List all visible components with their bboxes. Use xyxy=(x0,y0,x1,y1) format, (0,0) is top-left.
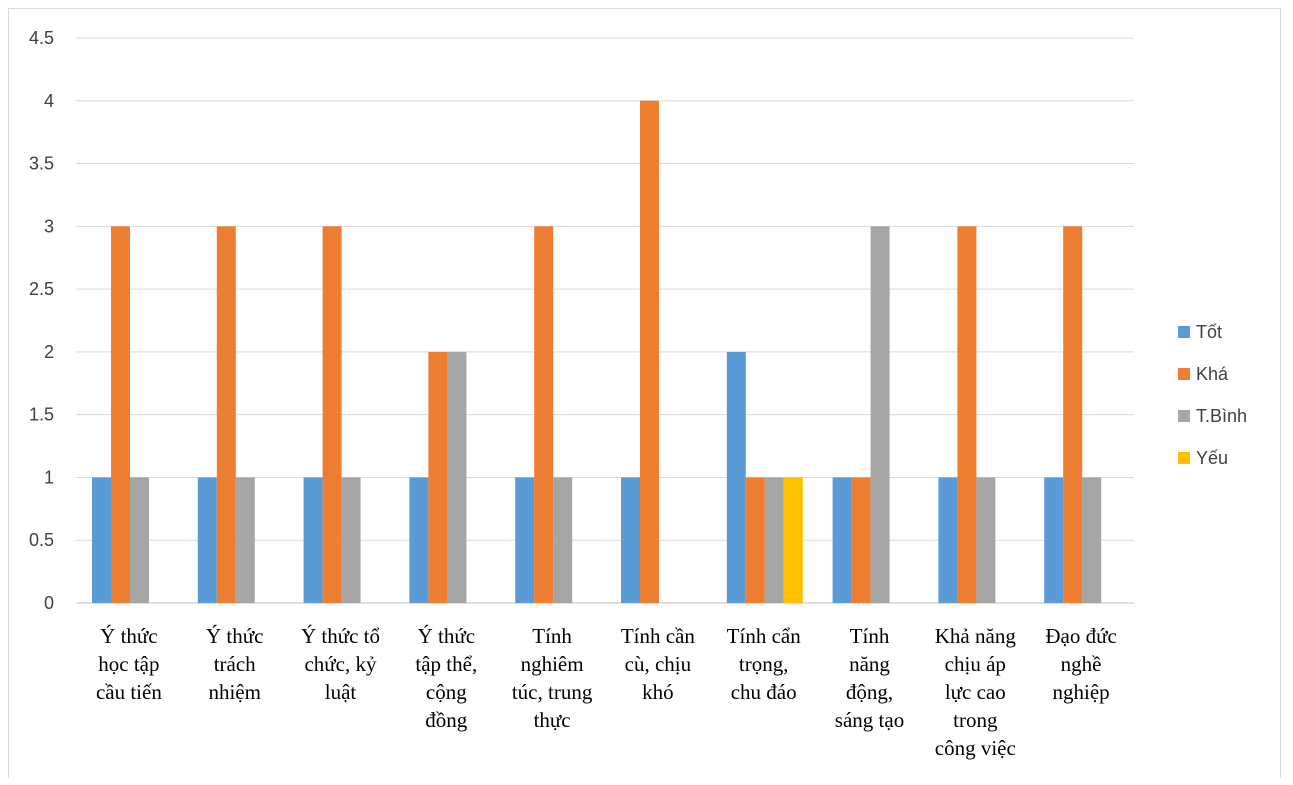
bar-t-t xyxy=(303,477,323,603)
y-tick-label: 3 xyxy=(44,216,54,236)
legend-label: Tốt xyxy=(1196,322,1222,342)
x-tick-label: thực xyxy=(534,708,571,732)
x-tick-label: Ý thức tổ xyxy=(301,624,380,648)
x-tick-label: Ý thức xyxy=(418,624,475,648)
x-tick-label: trách xyxy=(214,652,256,676)
bar-t-b-nh xyxy=(1082,477,1102,603)
x-tick-label: Tính cẩn xyxy=(727,624,802,648)
bar-kh- xyxy=(851,477,871,603)
bar-t-t xyxy=(197,477,217,603)
x-tick-label: năng xyxy=(849,652,890,676)
bar-t-b-nh xyxy=(341,477,361,603)
legend-swatch xyxy=(1178,326,1190,338)
bar-t-t xyxy=(515,477,535,603)
x-tick-label: chịu áp xyxy=(945,652,1006,676)
y-tick-label: 2 xyxy=(44,342,54,362)
y-tick-label: 1.5 xyxy=(29,405,54,425)
x-tick-label: Đạo đức xyxy=(1045,624,1116,648)
bar-kh- xyxy=(1063,226,1083,604)
x-tick-label: Tính cần xyxy=(621,624,696,648)
x-tick-label: đồng xyxy=(425,708,468,732)
x-tick-label: trong xyxy=(953,708,998,732)
bar-t-t xyxy=(92,477,111,603)
y-tick-label: 2.5 xyxy=(29,279,54,299)
legend-label: Khá xyxy=(1196,364,1229,384)
x-tick-label: cầu tiến xyxy=(96,680,162,704)
x-tick-label: nghiêm xyxy=(521,652,584,676)
x-tick-label: Khả năng xyxy=(935,624,1017,648)
y-tick-label: 4 xyxy=(44,91,54,111)
x-tick-label: Ý thức xyxy=(206,624,263,648)
bar-kh- xyxy=(640,100,659,604)
bar-kh- xyxy=(745,477,765,603)
x-tick-label: luật xyxy=(325,680,357,704)
x-tick-label: cộng xyxy=(426,680,467,704)
y-tick-label: 3.5 xyxy=(29,154,54,174)
bar-t-t xyxy=(1044,477,1064,603)
legend-swatch xyxy=(1178,452,1190,464)
bar-t-b-nh xyxy=(130,477,149,603)
bar-kh- xyxy=(216,226,236,604)
legend-label: T.Bình xyxy=(1196,406,1247,426)
x-tick-label: Tính xyxy=(532,624,572,648)
y-tick-label: 0.5 xyxy=(29,530,54,550)
x-tick-label: nhiệm xyxy=(208,680,261,704)
legend-swatch xyxy=(1178,368,1190,380)
y-tick-label: 1 xyxy=(44,467,54,487)
bar-kh- xyxy=(534,226,554,604)
bar-kh- xyxy=(111,226,130,604)
bar-kh- xyxy=(322,226,342,604)
bar-t-t xyxy=(726,351,746,603)
y-tick-label: 4.5 xyxy=(29,28,54,48)
x-tick-label: động, xyxy=(846,680,893,704)
y-tick-label: 0 xyxy=(44,593,54,613)
x-tick-label: Ý thức xyxy=(100,624,157,648)
bar-t-t xyxy=(621,477,640,603)
x-tick-label: Tính xyxy=(850,624,890,648)
x-tick-label: lực cao xyxy=(945,680,1006,704)
x-tick-label: nghề xyxy=(1061,652,1102,676)
x-tick-label: cù, chịu xyxy=(625,652,692,676)
x-tick-label: tập thể, xyxy=(415,652,477,676)
bar-t-b-nh xyxy=(764,477,784,603)
x-tick-label: chu đáo xyxy=(731,680,797,704)
bar-t-b-nh xyxy=(976,477,996,603)
bar-y-u xyxy=(783,477,803,603)
x-tick-label: nghiệp xyxy=(1053,680,1110,704)
x-tick-label: trọng, xyxy=(739,652,789,676)
bar-t-b-nh xyxy=(553,477,573,603)
x-tick-label: công việc xyxy=(935,736,1016,760)
x-tick-label: khó xyxy=(642,680,674,704)
bar-kh- xyxy=(428,351,448,603)
legend-swatch xyxy=(1178,410,1190,422)
x-tick-label: học tập xyxy=(98,652,159,676)
bar-t-b-nh xyxy=(870,226,890,604)
bar-kh- xyxy=(957,226,977,604)
bar-t-t xyxy=(938,477,958,603)
bar-t-b-nh xyxy=(235,477,255,603)
x-tick-label: sáng tạo xyxy=(835,708,904,732)
legend-label: Yếu xyxy=(1196,448,1228,468)
bar-t-t xyxy=(832,477,852,603)
x-tick-label: túc, trung xyxy=(512,680,593,704)
x-tick-label: chức, kỷ xyxy=(304,652,377,676)
bar-t-t xyxy=(409,477,429,603)
bar-t-b-nh xyxy=(447,351,467,603)
